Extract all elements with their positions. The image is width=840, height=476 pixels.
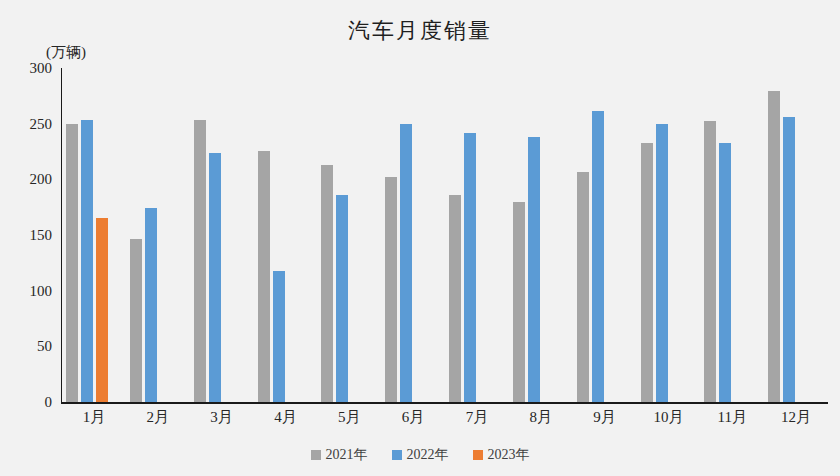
bar-2021-m5 <box>321 165 333 402</box>
legend-label-2023: 2023年 <box>488 446 530 464</box>
x-tick-label-3: 3月 <box>190 408 254 426</box>
legend-label-2022: 2022年 <box>407 446 449 464</box>
y-tick-label-100: 100 <box>2 282 52 300</box>
plot-area <box>62 68 828 402</box>
legend-item-2022: 2022年 <box>392 446 449 464</box>
x-tick-label-12: 12月 <box>764 408 828 426</box>
bar-2022-m12 <box>783 117 795 402</box>
x-tick-label-2: 2月 <box>126 408 190 426</box>
y-tick-label-150: 150 <box>2 226 52 244</box>
y-axis <box>61 68 62 402</box>
x-tick-label-1: 1月 <box>62 408 126 426</box>
bar-2022-m8 <box>528 137 540 402</box>
bar-2021-m7 <box>449 195 461 402</box>
legend-label-2021: 2021年 <box>326 446 368 464</box>
y-tick-label-300: 300 <box>2 59 52 77</box>
bar-2022-m2 <box>145 208 157 402</box>
x-tick-label-8: 8月 <box>509 408 573 426</box>
bar-2022-m5 <box>336 195 348 402</box>
car-monthly-sales-chart: 汽车月度销量 (万辆) 0 50 100 150 200 250 300 1月2月3月4月5… <box>0 0 840 476</box>
x-tick-label-4: 4月 <box>254 408 318 426</box>
legend: 2021年 2022年 2023年 <box>0 445 840 465</box>
bar-2021-m4 <box>258 151 270 402</box>
x-tick-label-11: 11月 <box>700 408 764 426</box>
bar-2022-m10 <box>656 124 668 402</box>
bar-2021-m12 <box>768 91 780 402</box>
x-tick-label-10: 10月 <box>637 408 701 426</box>
bar-2022-m1 <box>81 120 93 402</box>
bar-2021-m6 <box>385 177 397 402</box>
y-tick-label-0: 0 <box>2 393 52 411</box>
legend-item-2021: 2021年 <box>311 446 368 464</box>
y-tick-label-50: 50 <box>2 337 52 355</box>
bar-2022-m11 <box>719 143 731 402</box>
x-tick-label-9: 9月 <box>573 408 637 426</box>
y-tick-label-250: 250 <box>2 115 52 133</box>
x-tick-label-6: 6月 <box>381 408 445 426</box>
y-axis-unit-label: (万辆) <box>46 43 86 62</box>
bar-2022-m4 <box>273 271 285 402</box>
bar-2021-m1 <box>66 124 78 402</box>
bar-2021-m2 <box>130 239 142 402</box>
bar-2022-m7 <box>464 133 476 402</box>
bar-2021-m10 <box>641 143 653 402</box>
x-tick-label-7: 7月 <box>445 408 509 426</box>
legend-item-2023: 2023年 <box>473 446 530 464</box>
bar-2021-m9 <box>577 172 589 402</box>
bar-2023-m1 <box>96 218 108 402</box>
bar-2021-m3 <box>194 120 206 402</box>
y-tick-label-200: 200 <box>2 170 52 188</box>
x-tick-label-5: 5月 <box>317 408 381 426</box>
legend-swatch-2022 <box>392 450 402 460</box>
bar-2021-m8 <box>513 202 525 402</box>
bar-2022-m3 <box>209 153 221 402</box>
bar-2022-m9 <box>592 111 604 402</box>
bar-2022-m6 <box>400 124 412 402</box>
x-axis <box>61 402 828 404</box>
bar-2021-m11 <box>704 121 716 402</box>
legend-swatch-2021 <box>311 450 321 460</box>
chart-title: 汽车月度销量 <box>0 16 840 46</box>
legend-swatch-2023 <box>473 450 483 460</box>
